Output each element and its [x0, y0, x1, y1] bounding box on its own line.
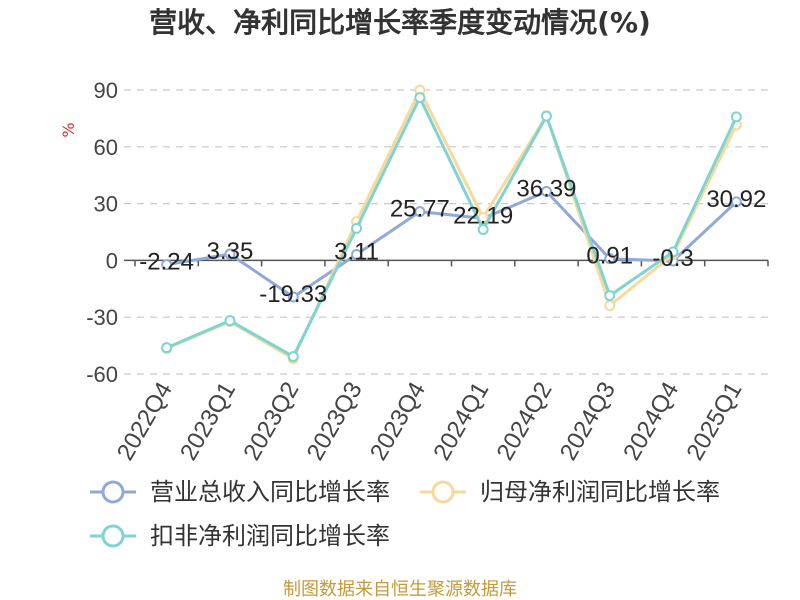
- x-tick-label: 2023Q1: [175, 378, 241, 465]
- series-line: [165, 88, 738, 361]
- data-label: -19.33: [259, 281, 327, 308]
- data-label: -0.3: [652, 245, 693, 272]
- data-point: [351, 222, 363, 234]
- axis-layer: 2022Q42023Q12023Q22023Q32023Q42024Q12024…: [112, 259, 769, 465]
- data-point: [287, 351, 299, 363]
- series-2: [161, 84, 742, 365]
- data-label: 0.91: [586, 243, 633, 270]
- data-point: [604, 290, 616, 302]
- y-tick-label: 90: [94, 78, 118, 103]
- data-point: [224, 315, 236, 327]
- x-tick-label: 2024Q1: [428, 378, 494, 465]
- data-point: [477, 224, 489, 236]
- y-tick-label: 60: [94, 135, 118, 160]
- legend-marker-icon: [101, 524, 125, 548]
- data-point: [730, 196, 742, 208]
- y-axis-label: %: [59, 122, 78, 137]
- data-point: [414, 206, 426, 218]
- x-tick-label: 2024Q4: [618, 378, 684, 465]
- x-tick-label: 2023Q4: [365, 378, 431, 465]
- data-point: [224, 248, 236, 260]
- legend-item-net-profit[interactable]: 归母净利润同比增长率: [420, 478, 720, 506]
- x-tick-label: 2023Q2: [238, 378, 304, 465]
- y-tick-label: -60: [86, 362, 118, 387]
- y-tick-label: 0: [106, 248, 118, 273]
- series-line: [165, 96, 738, 359]
- data-label: 36.39: [516, 176, 576, 203]
- data-point: [667, 246, 679, 258]
- data-point: [540, 110, 552, 122]
- data-point: [351, 249, 363, 261]
- chart-title: 营收、净利同比增长率季度变动情况(%): [149, 6, 651, 39]
- legend-item-deducted-net-profit[interactable]: 扣非净利润同比增长率: [90, 522, 390, 550]
- x-tick-label: 2023Q3: [302, 378, 368, 465]
- series-3: [161, 92, 742, 363]
- data-point: [540, 186, 552, 198]
- x-tick-label: 2024Q3: [555, 378, 621, 465]
- data-label: 30.92: [706, 186, 766, 213]
- y-tick-label: -30: [86, 305, 118, 330]
- x-tick-label: 2024Q2: [492, 378, 558, 465]
- data-point: [604, 300, 616, 312]
- data-point: [730, 111, 742, 123]
- legend-label: 归母净利润同比增长率: [480, 478, 720, 506]
- data-label: -2.24: [139, 249, 194, 276]
- x-tick-label: 2022Q4: [112, 378, 178, 465]
- data-point: [161, 259, 173, 271]
- series-line: [165, 190, 738, 299]
- data-point: [161, 342, 173, 354]
- legend: 营业总收入同比增长率 归母净利润同比增长率 扣非净利润同比增长率: [90, 478, 720, 550]
- y-tick-label: 30: [94, 192, 118, 217]
- legend-marker-icon: [431, 480, 455, 504]
- data-point: [287, 291, 299, 303]
- data-label: 3.11: [334, 239, 379, 266]
- data-point: [604, 253, 616, 265]
- legend-item-revenue[interactable]: 营业总收入同比增长率: [90, 478, 390, 506]
- data-point: [414, 92, 426, 104]
- legend-marker-icon: [101, 480, 125, 504]
- legend-label: 扣非净利润同比增长率: [150, 522, 390, 550]
- data-label: 3.35: [207, 238, 254, 265]
- data-label: 22.19: [453, 202, 513, 229]
- legend-label: 营业总收入同比增长率: [150, 478, 390, 506]
- source-footnote: 制图数据来自恒生聚源数据库: [283, 579, 517, 600]
- x-tick-label: 2025Q1: [681, 378, 747, 465]
- series-layer: [161, 84, 742, 365]
- data-label: 25.77: [390, 196, 450, 223]
